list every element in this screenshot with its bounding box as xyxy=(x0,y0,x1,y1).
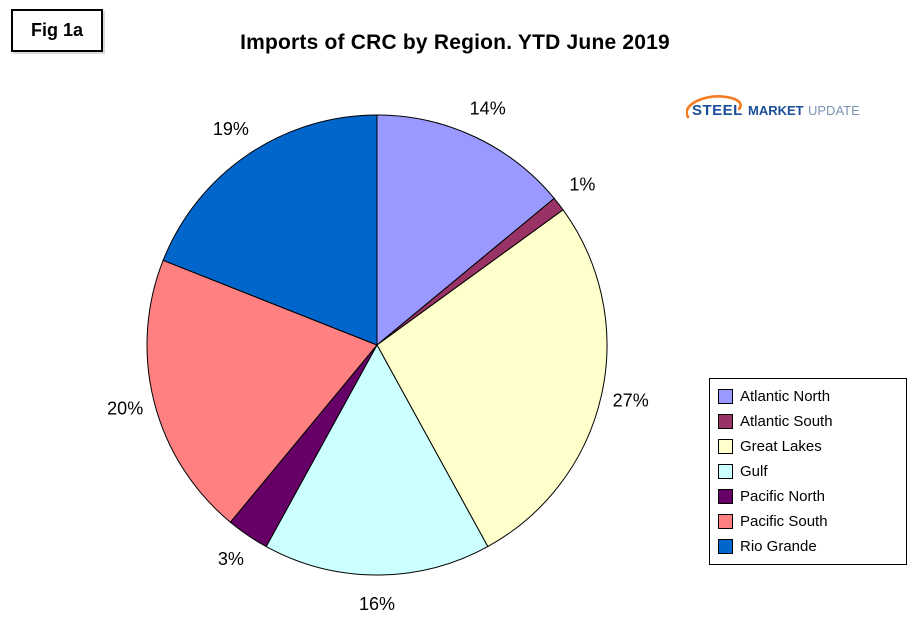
legend-swatch-atlantic-north xyxy=(718,389,733,404)
legend-item-great-lakes: Great Lakes xyxy=(716,434,900,459)
slice-label-great-lakes: 27% xyxy=(613,390,649,410)
slice-label-rio-grande: 19% xyxy=(213,119,249,139)
legend-label-atlantic-south: Atlantic South xyxy=(740,413,833,430)
legend-label-atlantic-north: Atlantic North xyxy=(740,388,831,405)
pie-slice-great-lakes xyxy=(376,209,608,548)
legend-swatch-gulf xyxy=(718,464,733,479)
logo-swoosh-icon xyxy=(685,95,742,119)
pie-slice-atlantic-north xyxy=(376,114,555,347)
smu-logo-svg: STEEL MARKET UPDATE xyxy=(685,95,860,119)
legend-label-rio-grande: Rio Grande xyxy=(740,538,817,555)
legend-swatch-pacific-north xyxy=(718,489,733,504)
slice-label-gulf: 16% xyxy=(359,594,395,614)
legend-label-gulf: Gulf xyxy=(740,463,768,480)
logo-steel-text: STEEL xyxy=(692,102,743,119)
legend-item-gulf: Gulf xyxy=(716,459,900,484)
legend-item-atlantic-south: Atlantic South xyxy=(716,409,900,434)
legend-label-great-lakes: Great Lakes xyxy=(740,438,822,455)
slice-label-pacific-south: 20% xyxy=(107,398,143,418)
slice-label-pacific-north: 3% xyxy=(218,549,244,569)
smu-logo: STEEL MARKET UPDATE xyxy=(685,94,862,128)
legend-item-pacific-south: Pacific South xyxy=(716,509,900,534)
slice-label-atlantic-north: 14% xyxy=(470,98,506,118)
legend-swatch-great-lakes xyxy=(718,439,733,454)
legend-swatch-pacific-south xyxy=(718,514,733,529)
logo-market-text: MARKET xyxy=(748,103,804,118)
legend-swatch-rio-grande xyxy=(718,539,733,554)
legend-item-pacific-north: Pacific North xyxy=(716,484,900,509)
legend: Atlantic North Atlantic South Great Lakes G… xyxy=(709,378,907,565)
figure-label: Fig 1a xyxy=(11,9,104,52)
logo-update-text: UPDATE xyxy=(808,103,860,118)
legend-label-pacific-south: Pacific South xyxy=(740,513,828,530)
legend-item-rio-grande: Rio Grande xyxy=(716,534,900,559)
legend-label-pacific-north: Pacific North xyxy=(740,488,826,505)
pie-slice-gulf xyxy=(265,343,489,576)
slice-label-atlantic-south: 1% xyxy=(569,174,595,194)
legend-swatch-atlantic-south xyxy=(718,414,733,429)
legend-item-atlantic-north: Atlantic North xyxy=(716,384,900,409)
pie-slice-rio-grande xyxy=(162,114,378,346)
pie-slice-pacific-south xyxy=(146,259,378,523)
chart-title: Imports of CRC by Region. YTD June 2019 xyxy=(240,31,670,54)
